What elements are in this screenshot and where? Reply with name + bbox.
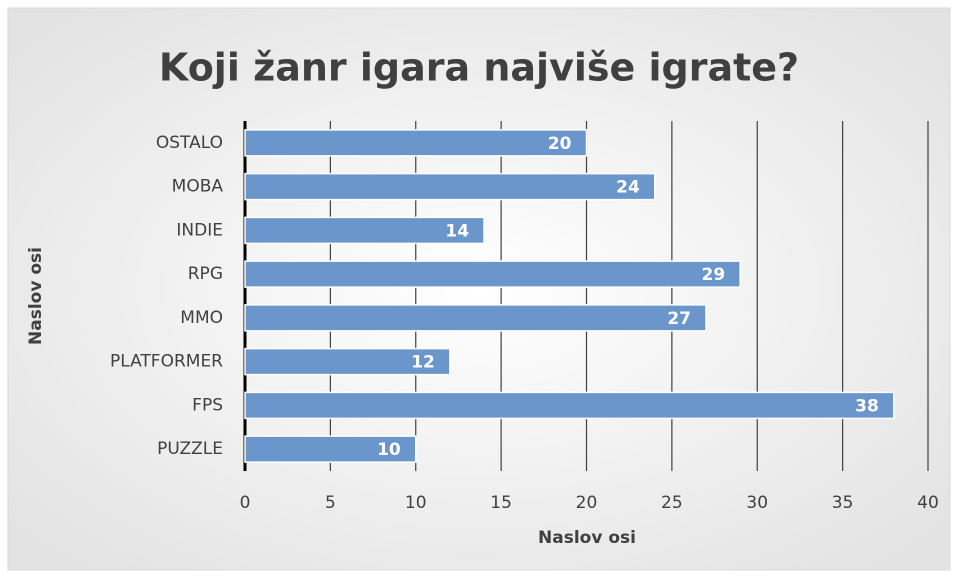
data-label: 29: [702, 265, 726, 285]
x-tick-label: 0: [240, 493, 251, 513]
x-tick-label: 30: [746, 493, 768, 513]
y-axis-label: Naslov osi: [26, 247, 46, 345]
x-tick-label: 5: [325, 493, 336, 513]
y-tick-label: MMO: [180, 308, 223, 328]
data-label: 38: [855, 396, 879, 416]
chart-title: Koji žanr igara najviše igrate?: [159, 46, 799, 90]
x-axis-label: Naslov osi: [538, 528, 636, 548]
chart-background: [7, 7, 951, 571]
y-tick-label: PLATFORMER: [110, 352, 223, 372]
y-tick-label: OSTALO: [156, 133, 223, 153]
bar: [244, 304, 707, 332]
bar: [244, 347, 451, 376]
bar: [244, 260, 741, 288]
bar: [244, 391, 895, 420]
bar: [244, 129, 588, 157]
y-tick-label: FPS: [192, 395, 223, 415]
data-label: 24: [616, 178, 640, 198]
data-label: 14: [445, 221, 469, 241]
bar: [244, 172, 656, 201]
x-tick-label: 20: [576, 493, 598, 513]
y-tick-label: PUZZLE: [157, 439, 223, 459]
x-tick-label: 10: [405, 493, 427, 513]
x-tick-label: 25: [661, 493, 683, 513]
x-tick-label: 40: [917, 493, 939, 513]
y-tick-label: RPG: [188, 264, 223, 284]
x-tick-label: 35: [832, 493, 854, 513]
y-tick-label: INDIE: [176, 220, 223, 240]
data-label: 20: [548, 134, 572, 154]
bar: [244, 216, 485, 245]
data-label: 12: [411, 353, 435, 373]
x-tick-label: 15: [490, 493, 512, 513]
y-tick-label: MOBA: [172, 177, 224, 197]
data-label: 27: [667, 309, 691, 329]
data-label: 10: [377, 440, 401, 460]
bar: [244, 435, 417, 463]
